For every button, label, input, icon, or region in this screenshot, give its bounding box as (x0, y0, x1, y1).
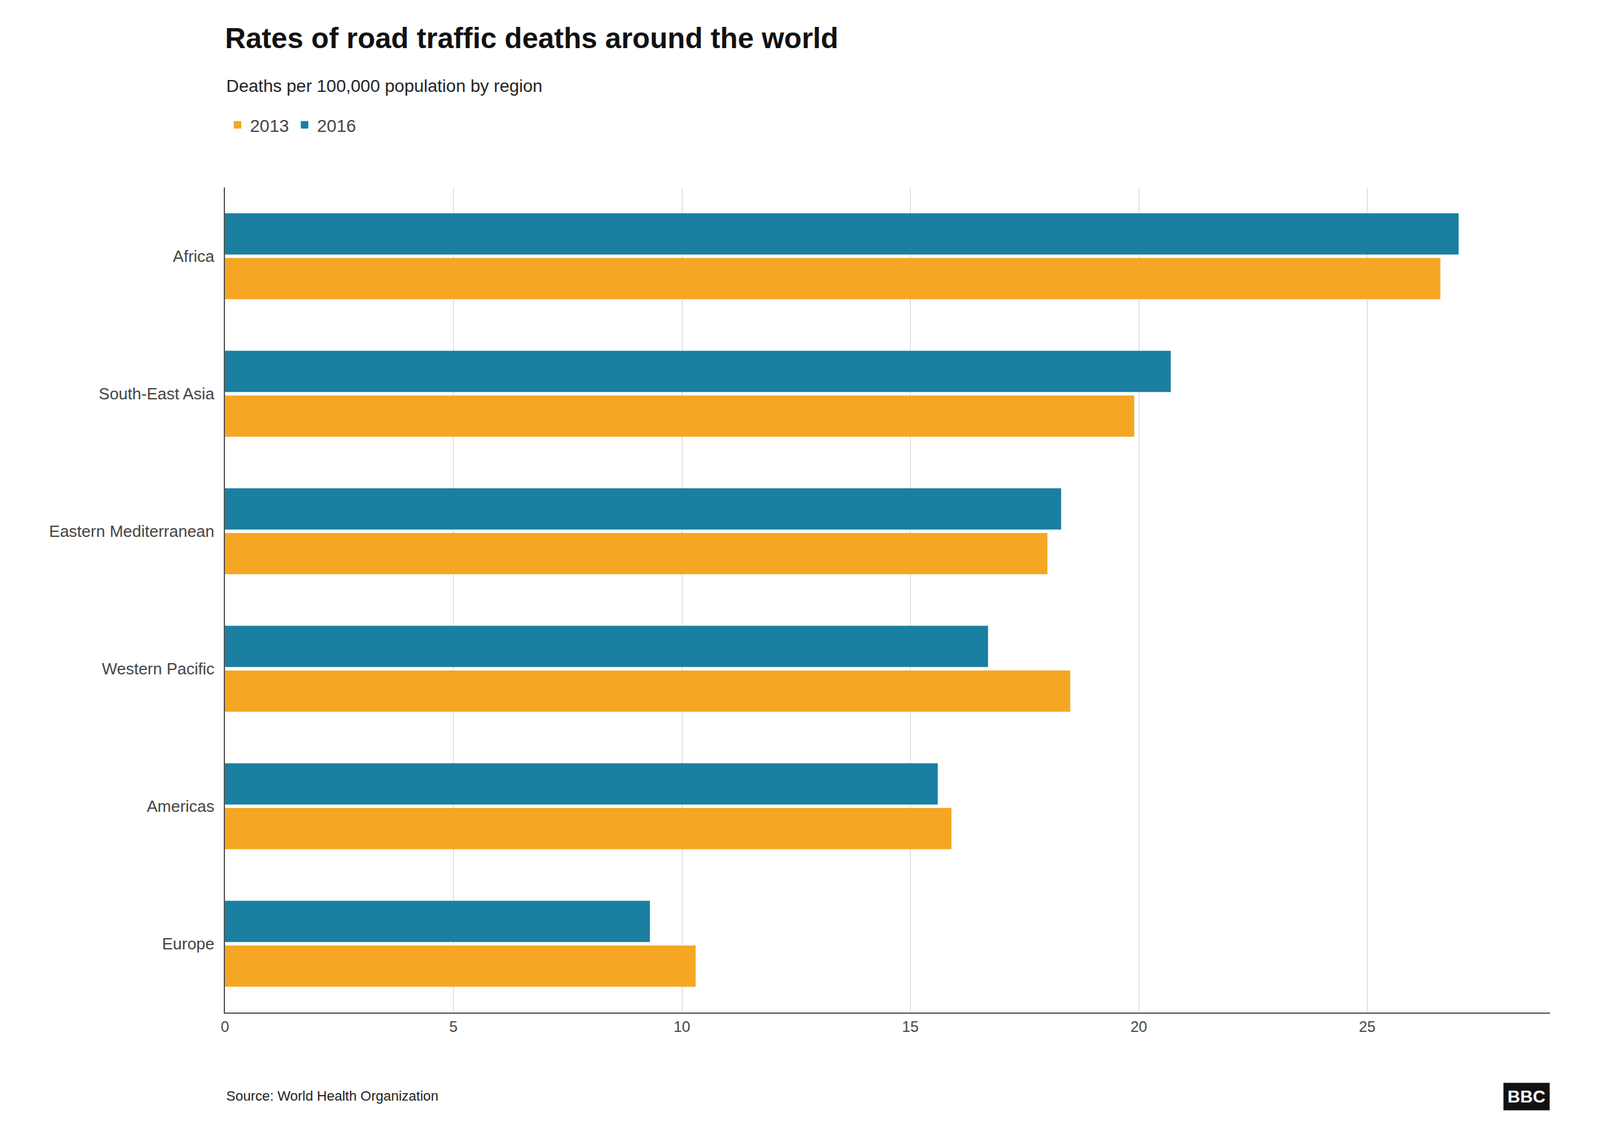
svg-text:Europe: Europe (161, 934, 215, 954)
svg-text:Rates of road traffic deaths a: Rates of road traffic deaths around the … (225, 21, 839, 55)
svg-text:2016: 2016 (316, 116, 356, 136)
svg-text:15: 15 (901, 1018, 919, 1035)
svg-text:0: 0 (220, 1018, 229, 1035)
svg-text:Deaths per 100,000 population: Deaths per 100,000 population by region (226, 76, 543, 96)
svg-text:10: 10 (673, 1018, 691, 1035)
svg-text:Western Pacific: Western Pacific (101, 659, 215, 679)
svg-text:Americas: Americas (146, 796, 215, 816)
svg-text:5: 5 (449, 1018, 458, 1035)
svg-text:20: 20 (1130, 1018, 1148, 1035)
svg-text:Eastern Mediterranean: Eastern Mediterranean (49, 521, 215, 541)
svg-text:Source: World Health Organizat: Source: World Health Organization (226, 1088, 439, 1104)
svg-text:25: 25 (1358, 1018, 1376, 1035)
svg-text:South-East Asia: South-East Asia (98, 384, 215, 404)
svg-text:2013: 2013 (250, 116, 289, 136)
svg-text:Africa: Africa (173, 246, 215, 266)
svg-text:BBC: BBC (1507, 1086, 1546, 1107)
